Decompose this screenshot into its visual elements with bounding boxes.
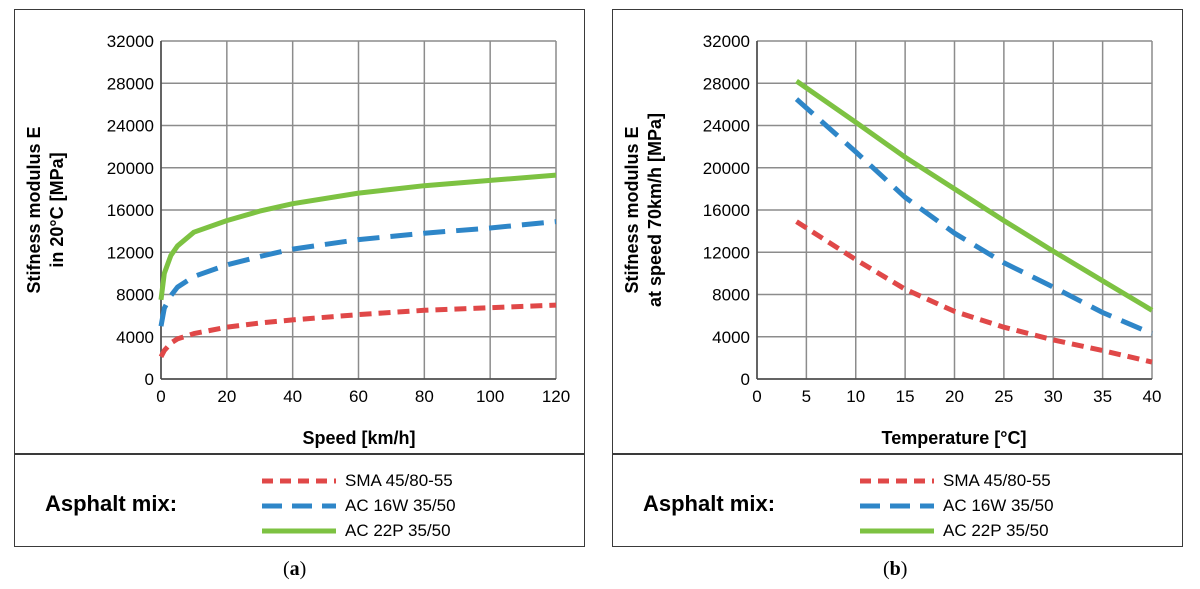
x-tick-label-b-4: 20 bbox=[945, 387, 964, 406]
y-tick-label-b-2: 8000 bbox=[712, 286, 750, 305]
y-tick-label-b-5: 20000 bbox=[703, 159, 750, 178]
series-line-b-0 bbox=[795, 219, 1153, 365]
y-tick-label-a-5: 20000 bbox=[107, 159, 154, 178]
chart-panel-b: 0 4000 8000 12000 16000 20000 24000 28000 32000 0… bbox=[612, 9, 1183, 547]
chart-panel-a: 0 4000 8000 12000 16000 20000 24000 28000 32000 0… bbox=[14, 9, 585, 547]
y-tick-label-b-6: 24000 bbox=[703, 117, 750, 136]
legend-a-label-ac22p: AC 22P 35/50 bbox=[345, 521, 451, 540]
y-tick-label-b-4: 16000 bbox=[703, 201, 750, 220]
y-tick-label-b-0: 0 bbox=[741, 370, 750, 389]
caption-a-close: ) bbox=[299, 558, 307, 580]
y-axis-label-a-line-0: Stifness modulus E bbox=[24, 126, 44, 293]
x-tick-label-a-4: 80 bbox=[415, 387, 434, 406]
y-tick-label-b-3: 12000 bbox=[703, 243, 750, 262]
caption-a: (a) bbox=[283, 558, 306, 581]
legend-b-label-ac22p: AC 22P 35/50 bbox=[943, 521, 1049, 540]
x-tick-label-b-1: 5 bbox=[802, 387, 811, 406]
y-tick-label-b-1: 4000 bbox=[712, 328, 750, 347]
x-tick-label-b-0: 0 bbox=[752, 387, 761, 406]
x-axis-label-b: Temperature [°C] bbox=[882, 428, 1027, 448]
legend-a: Asphalt mix: SMA 45/80-55 AC 16W 35/50 A… bbox=[15, 453, 584, 546]
series-line-b-1 bbox=[794, 97, 1153, 336]
y-tick-label-a-8: 32000 bbox=[107, 32, 154, 51]
series-line-b-2 bbox=[795, 79, 1154, 313]
caption-b-open: ( bbox=[883, 558, 890, 580]
legend-a-title: Asphalt mix: bbox=[45, 491, 178, 516]
caption-b: (b) bbox=[883, 558, 907, 581]
x-tick-label-b-3: 15 bbox=[896, 387, 915, 406]
caption-b-letter: b bbox=[889, 558, 901, 580]
legend-a-label-ac16w: AC 16W 35/50 bbox=[345, 496, 456, 515]
x-tick-label-a-5: 100 bbox=[476, 387, 504, 406]
x-axis-label-a: Speed [km/h] bbox=[302, 428, 415, 448]
x-tick-label-a-0: 0 bbox=[156, 387, 165, 406]
caption-a-open: ( bbox=[283, 558, 290, 580]
x-tick-label-b-5: 25 bbox=[994, 387, 1013, 406]
y-axis-label-a-line-1: in 20°C [MPa] bbox=[47, 152, 67, 267]
y-axis-label-b-line-0: Stifness modulus E bbox=[622, 126, 642, 293]
legend-a-label-sma: SMA 45/80-55 bbox=[345, 471, 453, 490]
y-tick-label-a-3: 12000 bbox=[107, 243, 154, 262]
y-tick-label-a-4: 16000 bbox=[107, 201, 154, 220]
x-tick-label-b-7: 35 bbox=[1093, 387, 1112, 406]
chart-a-plot: 0 4000 8000 12000 16000 20000 24000 28000 32000 0… bbox=[24, 32, 570, 448]
x-tick-label-a-2: 40 bbox=[283, 387, 302, 406]
legend-b-label-ac16w: AC 16W 35/50 bbox=[943, 496, 1054, 515]
legend-b-title: Asphalt mix: bbox=[643, 491, 776, 516]
y-tick-label-a-7: 28000 bbox=[107, 74, 154, 93]
x-tick-label-a-1: 20 bbox=[217, 387, 236, 406]
x-tick-label-b-6: 30 bbox=[1044, 387, 1063, 406]
series-line-a-1 bbox=[158, 219, 557, 327]
y-tick-label-a-1: 4000 bbox=[116, 328, 154, 347]
x-tick-label-a-6: 120 bbox=[542, 387, 570, 406]
x-tick-label-b-8: 40 bbox=[1143, 387, 1162, 406]
x-tick-label-b-2: 10 bbox=[846, 387, 865, 406]
chart-b-plot: 0 4000 8000 12000 16000 20000 24000 28000 32000 0… bbox=[622, 32, 1162, 448]
y-tick-label-a-6: 24000 bbox=[107, 117, 154, 136]
legend-b: Asphalt mix: SMA 45/80-55 AC 16W 35/50 A… bbox=[613, 453, 1182, 546]
y-axis-label-b-line-1: at speed 70km/h [MPa] bbox=[645, 113, 665, 307]
x-tick-label-a-3: 60 bbox=[349, 387, 368, 406]
caption-a-letter: a bbox=[289, 558, 300, 580]
y-tick-label-a-2: 8000 bbox=[116, 286, 154, 305]
legend-b-label-sma: SMA 45/80-55 bbox=[943, 471, 1051, 490]
y-tick-label-b-7: 28000 bbox=[703, 74, 750, 93]
caption-b-close: ) bbox=[900, 558, 908, 580]
series-line-a-2 bbox=[158, 172, 557, 301]
y-tick-label-b-8: 32000 bbox=[703, 32, 750, 51]
y-tick-label-a-0: 0 bbox=[145, 370, 154, 389]
